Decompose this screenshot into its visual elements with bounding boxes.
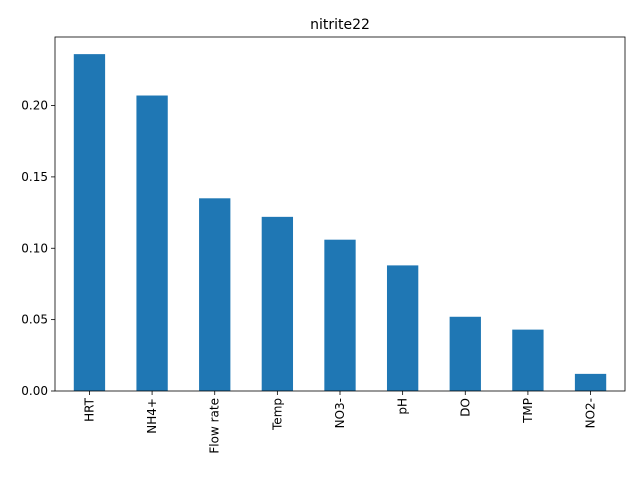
bars: [73, 54, 607, 392]
bar-do: [449, 316, 481, 391]
y-tick-label: 0.15: [21, 170, 48, 184]
y-tick-label: 0.00: [21, 384, 48, 398]
bar-temp: [261, 216, 294, 391]
x-tick-label: pH: [396, 398, 410, 415]
bar-tmp: [512, 329, 544, 391]
x-tick-label: Temp: [270, 398, 284, 431]
x-tick-label: TMP: [521, 398, 535, 424]
x-tick-label: NH4+: [145, 398, 159, 434]
y-tick-label: 0.05: [21, 313, 48, 327]
y-tick-label: 0.10: [21, 241, 48, 255]
x-tick-label: NO3-: [333, 398, 347, 428]
x-tick-label: Flow rate: [208, 398, 222, 454]
bar-no3: [324, 239, 356, 391]
x-axis: HRT NH4+ Flow rate Temp NO3- pH DO TMP NO2-: [82, 391, 598, 454]
bar-flow-rate: [199, 198, 231, 391]
chart-title: nitrite22: [310, 17, 370, 33]
plot-frame: [54, 36, 626, 392]
x-tick-label: NO2-: [584, 398, 598, 428]
bar-nh4: [136, 95, 168, 392]
y-tick-label: 0.20: [21, 99, 48, 113]
y-axis: 0.00 0.05 0.10 0.15 0.20: [21, 99, 55, 398]
bar-ph: [386, 265, 419, 391]
x-tick-label: HRT: [82, 397, 96, 421]
bar-hrt: [73, 54, 106, 391]
x-tick-label: DO: [458, 398, 472, 417]
bar-no2: [574, 373, 607, 391]
